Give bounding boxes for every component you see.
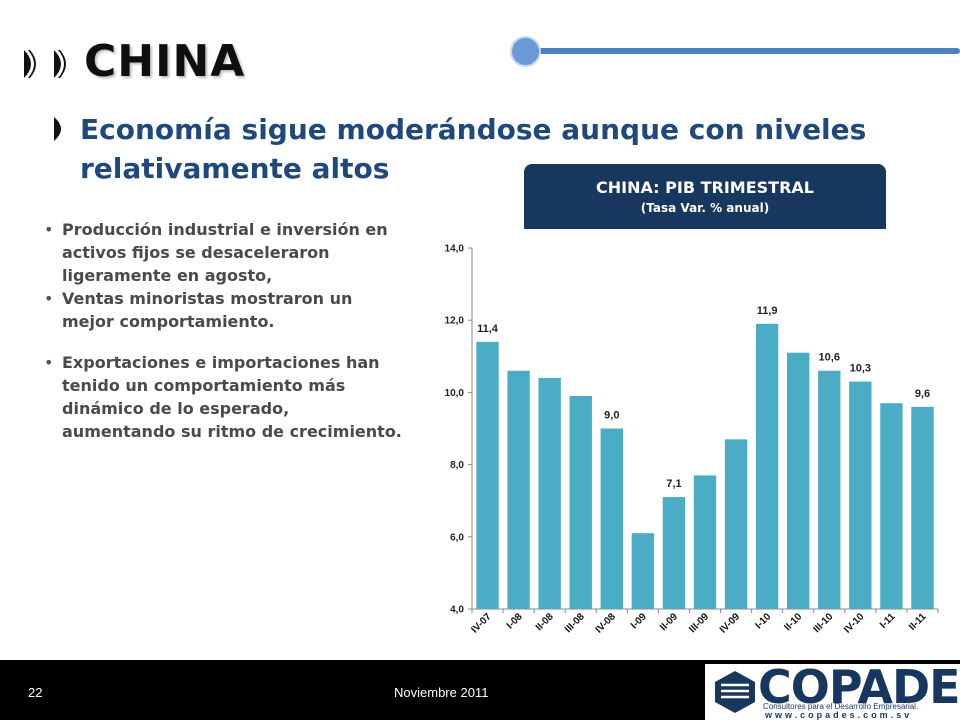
logo-wordmark: COPADES (758, 660, 960, 714)
x-tick-label: IV-10 (842, 611, 867, 636)
x-tick-label: I-09 (629, 611, 649, 631)
y-tick-label: 6,0 (450, 532, 464, 543)
copades-logo-icon (715, 671, 755, 713)
x-tick-label: I-10 (753, 611, 773, 631)
x-tick-label: I-08 (505, 611, 525, 631)
x-tick-label: II-10 (782, 611, 804, 633)
bar (911, 406, 934, 609)
bullet-item: Ventas minoristas mostraron un mejor com… (44, 287, 406, 333)
x-tick-label: II-11 (907, 611, 929, 633)
y-tick-label: 10,0 (445, 388, 465, 399)
chart-subtitle: (Tasa Var. % anual) (640, 201, 770, 215)
bar (755, 323, 779, 609)
bar (849, 381, 872, 609)
y-tick-label: 14,0 (445, 244, 465, 255)
x-tick-label: IV-08 (594, 611, 619, 636)
double-chevron-icon (24, 50, 66, 78)
bullet-list: Producción industrial e inversión en act… (44, 218, 406, 443)
bar (693, 475, 717, 609)
y-tick-label: 4,0 (450, 605, 464, 616)
logo-url: www.copades.com.sv (765, 710, 913, 720)
data-label: 9,6 (915, 388, 930, 400)
decorative-line (530, 48, 960, 54)
data-label: 11,4 (477, 323, 499, 335)
gdp-bar-chart: 4,0 6,0 8,0 10,0 12,0 14,0 11,4 IV-07 I-08 II-08 I… (445, 244, 939, 636)
page-number: 22 (28, 685, 43, 700)
chart-header: CHINA: PIB TRIMESTRAL (Tasa Var. % anual… (524, 164, 886, 229)
x-tick-label: II-08 (534, 611, 556, 633)
bar (880, 403, 903, 609)
bullet-item: Exportaciones e importaciones han tenido… (44, 351, 406, 443)
bar (631, 533, 655, 609)
x-tick-label: III-09 (687, 611, 711, 635)
x-tick-label: III-10 (811, 611, 835, 635)
decorative-dot (512, 38, 539, 65)
x-tick-label: II-09 (658, 611, 680, 633)
x-tick-label: IV-09 (718, 611, 743, 636)
data-label: 10,3 (850, 363, 871, 375)
data-label: 9,0 (604, 410, 619, 422)
chart-title: CHINA: PIB TRIMESTRAL (596, 178, 814, 197)
x-tick-label: III-08 (563, 611, 587, 635)
bar (476, 341, 499, 609)
x-tick-label: I-11 (878, 611, 898, 631)
bar (818, 370, 841, 609)
y-tick-label: 12,0 (445, 316, 465, 327)
data-label: 10,6 (819, 352, 840, 364)
bar (662, 497, 686, 609)
bar (538, 377, 561, 609)
x-tick-label: IV-07 (469, 611, 494, 636)
bar (600, 428, 623, 609)
footer-date: Noviembre 2011 (394, 685, 489, 700)
data-label: 11,9 (757, 305, 778, 317)
bar (787, 352, 810, 609)
chevron-bullet-icon (54, 117, 61, 141)
bar (724, 439, 748, 609)
section-title: CHINA (84, 36, 246, 87)
logo-tagline: Consultores para el Desarrollo Empresari… (763, 702, 919, 711)
bullet-item: Producción industrial e inversión en act… (44, 218, 406, 287)
y-tick-label: 8,0 (450, 460, 464, 471)
data-label: 7,1 (666, 478, 681, 490)
bar (569, 396, 592, 609)
slide-subtitle: Economía sigue moderándose aunque con ni… (80, 113, 867, 185)
bar (507, 370, 530, 609)
